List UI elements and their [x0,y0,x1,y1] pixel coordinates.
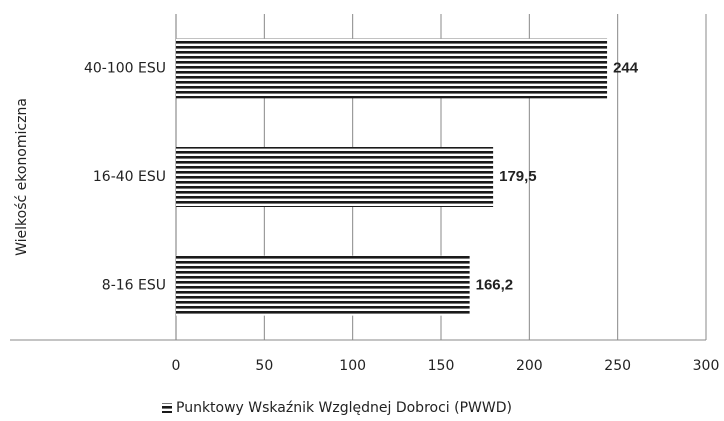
x-tick-label: 150 [428,358,455,374]
value-label: 166,2 [476,277,514,294]
x-tick-label: 200 [516,358,543,374]
value-label: 179,5 [499,168,537,185]
x-tick-label: 50 [255,358,273,374]
bar [176,147,494,207]
x-tick-label: 250 [604,358,631,374]
x-tick-label: 300 [693,358,720,374]
x-tick-label: 0 [172,358,181,374]
y-tick-label: 16-40 ESU [93,169,166,185]
bar [176,255,470,316]
bar [176,38,608,99]
y-tick-label: 40-100 ESU [84,60,166,76]
legend-label: Punktowy Wskaźnik Względnej Dobroci (PWW… [176,400,512,416]
y-tick-label: 8-16 ESU [102,278,166,294]
value-label: 244 [613,59,639,76]
legend-swatch [162,403,172,413]
y-axis-label: Wielkość ekonomiczna [14,98,30,256]
x-tick-label: 100 [339,358,366,374]
